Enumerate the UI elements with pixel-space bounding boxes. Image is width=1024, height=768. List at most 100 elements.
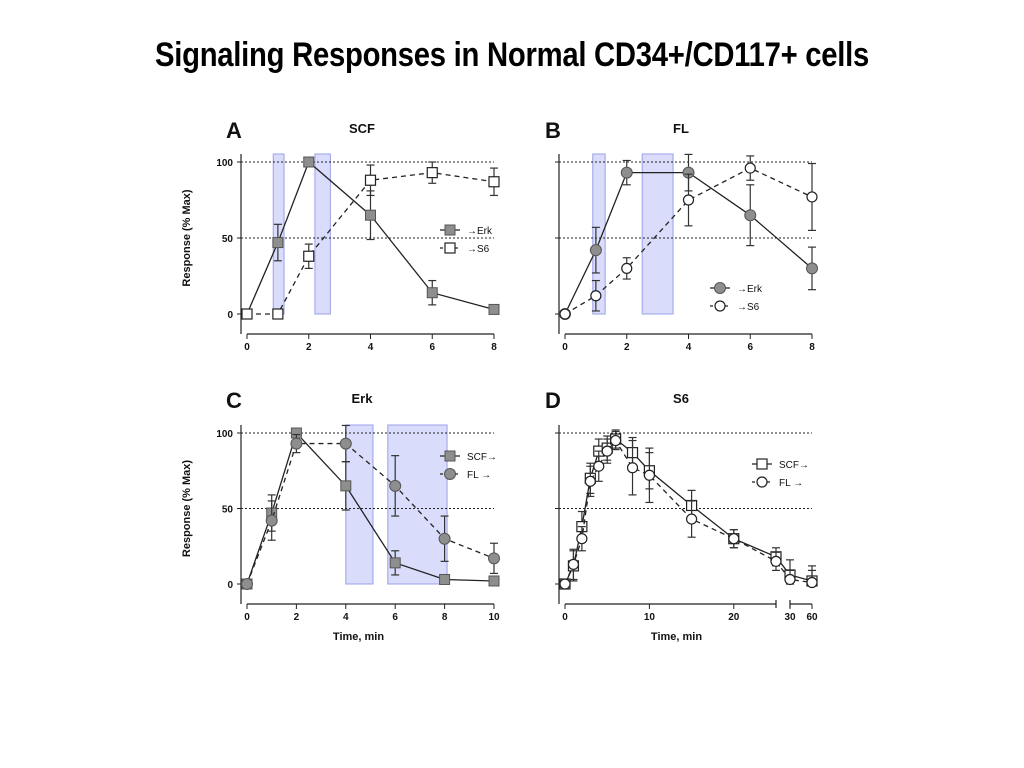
data-point — [389, 557, 401, 569]
x-tick-label: 6 — [429, 342, 435, 353]
data-point — [438, 532, 451, 545]
panel-letter: C — [226, 388, 242, 413]
legend-marker — [714, 282, 726, 294]
x-tick-label: 2 — [306, 342, 312, 353]
data-point — [241, 578, 253, 590]
highlight-band-1 — [345, 424, 374, 585]
x-tick-label: 2 — [624, 342, 630, 353]
legend-marker — [714, 300, 726, 312]
legend-label: →S6 — [467, 244, 490, 255]
legend-label: FL → — [467, 470, 491, 481]
data-point — [389, 479, 402, 492]
y-tick-label: 100 — [216, 429, 233, 440]
x-tick-label: 0 — [244, 612, 250, 623]
data-point — [626, 462, 639, 474]
data-point — [488, 552, 500, 565]
series-line — [564, 438, 813, 585]
y-tick-label: 0 — [227, 310, 233, 321]
highlight-band-2 — [641, 153, 674, 315]
y-tick-label: 0 — [227, 580, 233, 591]
series-line — [247, 171, 495, 315]
data-point — [806, 576, 818, 589]
data-point — [340, 480, 352, 492]
data-point — [621, 262, 633, 274]
x-tick-label: 4 — [368, 342, 374, 353]
data-point — [601, 445, 613, 457]
panel-letter: A — [226, 118, 242, 143]
x-tick-label: 0 — [562, 612, 568, 623]
data-point — [590, 290, 602, 302]
data-point — [576, 533, 588, 545]
data-point — [439, 573, 451, 585]
series-2 — [241, 161, 500, 320]
y-tick-label: 50 — [222, 505, 234, 516]
legend-marker — [444, 242, 456, 254]
panel-c: 0 50 100 0 2 4 6 8 10 C Erk Response (% Max) Time, m… — [181, 388, 500, 643]
data-point — [728, 533, 740, 545]
x-axis-label: Time, min — [333, 631, 384, 643]
data-point — [265, 514, 278, 527]
x-tick-label: 20 — [728, 612, 740, 623]
legend: →Erk →S6 — [440, 224, 493, 255]
legend: SCF→ FL → — [752, 458, 809, 489]
legend-marker — [756, 476, 768, 488]
series-line — [564, 439, 813, 585]
series-line — [564, 171, 813, 315]
x-axis-label: Time, min — [651, 631, 702, 643]
panel-d: 0 10 20 30 60 D S6 Time, min SCF→ FL → — [545, 388, 818, 643]
x-tick-label: 4 — [343, 612, 349, 623]
highlight-band-1 — [592, 153, 606, 315]
slide-title: Signaling Responses in Normal CD34+/CD11… — [154, 36, 870, 74]
series-1 — [559, 153, 818, 320]
y-axis-label: Response (% Max) — [181, 460, 193, 558]
legend-label: FL → — [779, 478, 803, 489]
legend-marker — [756, 458, 768, 470]
series-2 — [559, 155, 818, 320]
data-point — [744, 162, 756, 174]
y-axis-label: Response (% Max) — [181, 189, 193, 287]
panel-title: FL — [673, 121, 689, 136]
data-point — [620, 166, 633, 179]
legend-label: →S6 — [737, 302, 760, 313]
highlight-band-2 — [387, 424, 448, 585]
data-point — [303, 250, 315, 262]
x-tick-label: 8 — [809, 342, 815, 353]
x-tick-label: 6 — [747, 342, 753, 353]
panel-title: S6 — [673, 391, 689, 406]
data-point — [685, 513, 698, 525]
panel-title: SCF — [349, 121, 375, 136]
data-point — [559, 578, 571, 590]
x-tick-label: 10 — [488, 612, 500, 623]
data-point — [567, 558, 580, 570]
data-point — [589, 244, 602, 257]
series-2 — [241, 424, 500, 590]
legend-marker — [444, 450, 456, 462]
data-point — [643, 469, 656, 481]
data-point — [584, 475, 596, 487]
data-point — [426, 167, 438, 179]
x-tick-label: 8 — [442, 612, 448, 623]
data-point — [241, 308, 253, 320]
highlight-band-2 — [314, 153, 331, 315]
data-point — [488, 303, 500, 315]
data-point — [426, 287, 438, 299]
y-tick-label: 100 — [216, 158, 233, 169]
data-point — [272, 237, 284, 249]
data-point — [272, 308, 284, 320]
data-point — [339, 437, 352, 450]
panel-letter: B — [545, 118, 561, 143]
panel-b: 0 2 4 6 8 B FL →Erk →S6 — [545, 118, 818, 353]
x-tick-label: 4 — [686, 342, 692, 353]
x-tick-label: 6 — [392, 612, 398, 623]
series-line — [564, 167, 813, 315]
data-point — [593, 460, 605, 472]
x-tick-label: 8 — [491, 342, 497, 353]
data-point — [682, 194, 695, 206]
x-tick-label: 30 — [784, 612, 796, 623]
legend-label: →Erk — [467, 226, 493, 237]
legend: →Erk →S6 — [710, 282, 763, 313]
panel-a: 0 50 100 0 2 4 6 8 A SCF Response (% Max) →Erk →S6 — [181, 118, 500, 353]
series-2 — [559, 430, 818, 590]
legend-marker — [444, 224, 456, 236]
data-point — [488, 575, 500, 587]
